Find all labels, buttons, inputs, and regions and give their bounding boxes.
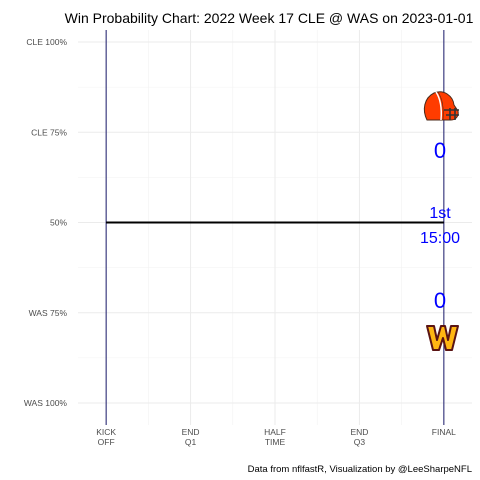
was-score: 0 — [434, 288, 446, 313]
x-tick-label: FINAL — [432, 427, 456, 437]
x-tick-label: END Q1 — [182, 427, 200, 447]
y-tick-label: CLE 100% — [26, 37, 67, 47]
cle-score: 0 — [434, 138, 446, 163]
grid-lines — [78, 30, 472, 425]
y-tick-labels: CLE 100% CLE 75% 50% WAS 75% WAS 100% — [24, 37, 68, 408]
y-tick-label: CLE 75% — [31, 127, 67, 137]
cleveland-browns-helmet-logo — [423, 91, 459, 121]
washington-commanders-w-logo — [426, 325, 459, 351]
x-tick-label: HALF TIME — [264, 427, 286, 447]
x-tick-labels: KICK OFF END Q1 HALF TIME END Q3 FINAL — [96, 427, 456, 447]
chart-caption: Data from nflfastR, Visualization by @Le… — [248, 464, 472, 475]
x-tick-label: END Q3 — [350, 427, 368, 447]
chart-title: Win Probability Chart: 2022 Week 17 CLE … — [65, 10, 474, 26]
x-tick-label: KICK OFF — [96, 427, 116, 447]
y-tick-label: WAS 100% — [24, 398, 68, 408]
y-tick-label: WAS 75% — [29, 308, 68, 318]
y-tick-label: 50% — [50, 218, 67, 228]
game-quarter: 1st — [429, 205, 451, 222]
game-clock: 15:00 — [420, 230, 460, 247]
